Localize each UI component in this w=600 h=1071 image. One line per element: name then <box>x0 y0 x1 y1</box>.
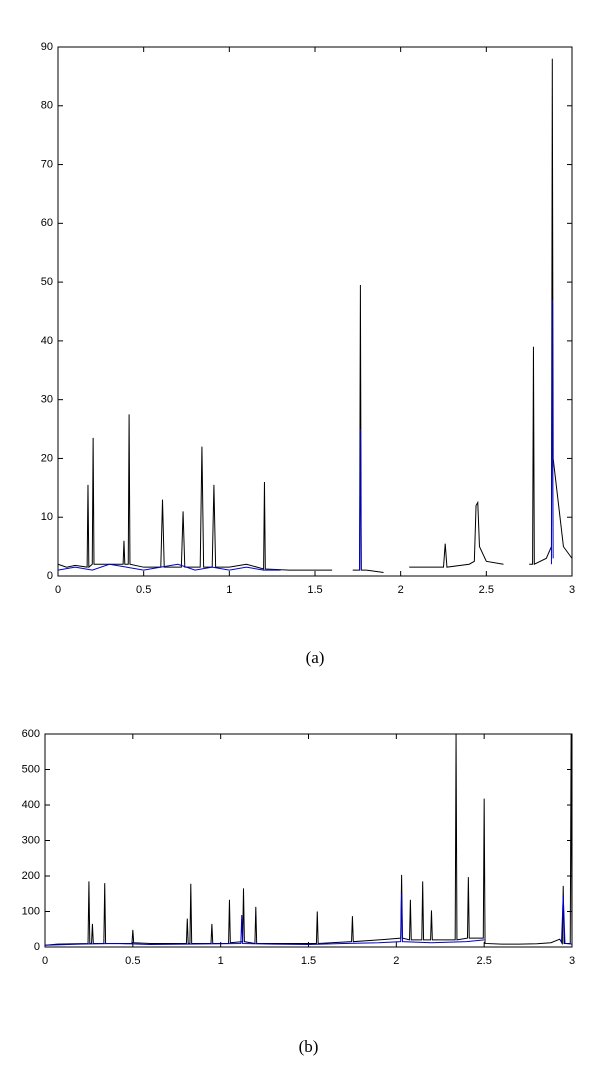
x-tick-label: 3 <box>569 584 575 596</box>
x-tick-label: 1.5 <box>301 955 316 967</box>
x-tick-label: 0 <box>55 584 61 596</box>
y-tick-label: 0 <box>34 941 40 953</box>
x-tick-label: 0.5 <box>136 584 151 596</box>
y-tick-label: 200 <box>22 870 40 882</box>
x-tick-label: 0 <box>42 955 48 967</box>
y-tick-label: 500 <box>22 763 40 775</box>
data-line <box>57 299 554 571</box>
data-line <box>44 893 573 946</box>
data-line <box>44 733 573 946</box>
y-tick-label: 30 <box>41 394 53 406</box>
y-tick-label: 10 <box>41 511 53 523</box>
x-tick-label: 2 <box>398 584 404 596</box>
y-tick-label: 60 <box>41 217 53 229</box>
y-tick-label: 0 <box>47 570 53 582</box>
x-tick-label: 1 <box>218 955 224 967</box>
plot-frame <box>44 733 573 948</box>
y-tick-label: 50 <box>41 276 53 288</box>
y-tick-label: 40 <box>41 335 53 347</box>
caption: (a) <box>306 648 325 667</box>
y-tick-label: 70 <box>41 158 53 170</box>
x-tick-label: 0.5 <box>125 955 140 967</box>
x-tick-label: 3 <box>569 955 575 967</box>
y-tick-label: 80 <box>41 100 53 112</box>
y-tick-label: 300 <box>22 834 40 846</box>
plot-frame <box>57 46 573 577</box>
x-tick-label: 2 <box>393 955 399 967</box>
x-tick-label: 2.5 <box>479 584 494 596</box>
x-tick-label: 2.5 <box>477 955 492 967</box>
x-tick-label: 1.5 <box>307 584 322 596</box>
data-line <box>57 58 573 573</box>
y-tick-label: 400 <box>22 799 40 811</box>
y-tick-label: 600 <box>22 728 40 740</box>
x-tick-label: 1 <box>226 584 232 596</box>
y-tick-label: 20 <box>41 452 53 464</box>
y-tick-label: 100 <box>22 905 40 917</box>
y-tick-label: 90 <box>41 41 53 53</box>
caption: (b) <box>299 1037 319 1056</box>
